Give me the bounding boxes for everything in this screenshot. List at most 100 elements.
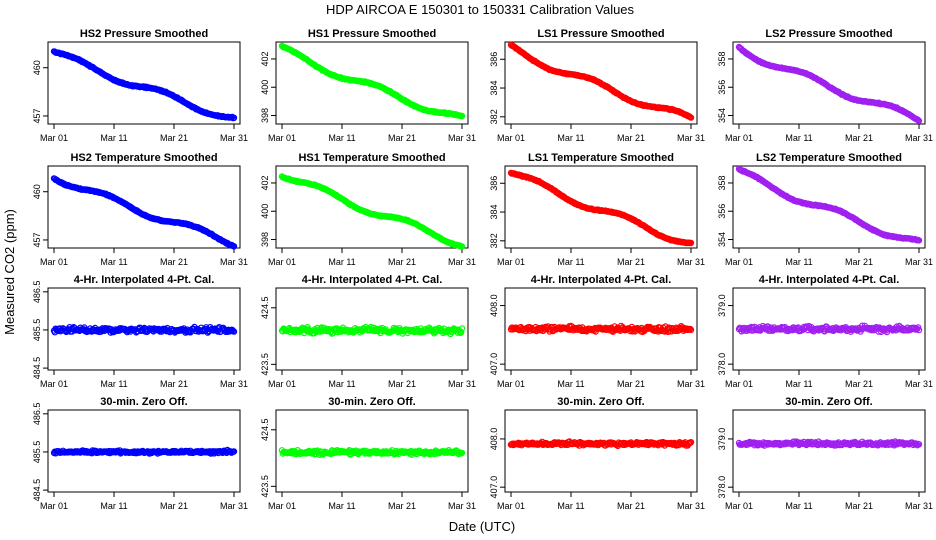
data-point	[664, 328, 672, 335]
data-point	[458, 112, 466, 120]
series-points	[735, 322, 923, 336]
x-tick-label: Mar 11	[100, 133, 127, 143]
panel-3-3: 30-min. Zero Off. 378.0 379.0 Mar 01 Mar 11 M…	[717, 396, 933, 511]
panel-1-3: LS2 Temperature Smoothed 354 356 358 Mar 01 M…	[717, 152, 933, 267]
series-points	[507, 41, 695, 121]
panel-1-1: HS1 Temperature Smoothed 398 400 402 Mar 01 M…	[260, 152, 476, 267]
panel-title: 4-Hr. Interpolated 4-Pt. Cal.	[74, 274, 215, 286]
data-point	[915, 237, 923, 244]
y-tick-label: 457	[32, 108, 42, 123]
y-axis-label: Measured CO2 (ppm)	[2, 209, 17, 335]
data-point	[230, 448, 238, 455]
plot-frame	[275, 165, 469, 249]
data-point	[230, 328, 238, 335]
data-point	[229, 326, 236, 334]
y-tick-label: 402	[260, 175, 270, 190]
panel-2-2: 4-Hr. Interpolated 4-Pt. Cal. 407.0 408.0 M…	[489, 274, 705, 389]
x-tick-label: Mar 21	[617, 257, 645, 267]
y-tick-label: 378.0	[717, 353, 727, 376]
x-tick-label: Mar 01	[725, 133, 753, 143]
x-tick-label: Mar 01	[497, 501, 525, 511]
panel-title: LS1 Pressure Smoothed	[537, 28, 664, 40]
y-tick-label: 424.5	[260, 419, 270, 442]
panel-0-1: HS1 Pressure Smoothed 398 400 402 Mar 01 Mar …	[260, 28, 476, 143]
plot-frame	[47, 409, 241, 493]
data-point	[458, 328, 465, 336]
series-points	[50, 48, 238, 122]
x-tick-label: Mar 21	[160, 257, 188, 267]
x-tick-label: Mar 31	[220, 379, 248, 389]
x-tick-label: Mar 21	[617, 501, 645, 511]
y-tick-label: 382	[489, 233, 499, 248]
plot-frame	[504, 165, 698, 249]
y-tick-label: 408.0	[489, 294, 499, 317]
y-tick-label: 423.5	[260, 353, 270, 376]
x-tick-label: Mar 21	[388, 379, 416, 389]
y-tick-label: 356	[717, 80, 727, 95]
y-tick-label: 384	[489, 81, 499, 96]
panel-title: 4-Hr. Interpolated 4-Pt. Cal.	[302, 274, 443, 286]
plot-frame	[504, 287, 698, 371]
x-tick-label: Mar 01	[40, 379, 68, 389]
x-tick-label: Mar 01	[725, 379, 753, 389]
x-tick-label: Mar 31	[220, 257, 248, 267]
x-axis-label: Date (UTC)	[449, 519, 515, 534]
x-tick-label: Mar 01	[268, 257, 296, 267]
x-tick-label: Mar 11	[785, 257, 812, 267]
series-points	[278, 42, 466, 120]
figure-title: HDP AIRCOA E 150301 to 150331 Calibratio…	[326, 2, 635, 17]
series-points	[507, 438, 695, 450]
x-tick-label: Mar 31	[677, 379, 705, 389]
x-tick-label: Mar 11	[100, 257, 127, 267]
x-tick-label: Mar 31	[677, 257, 705, 267]
panel-2-3: 4-Hr. Interpolated 4-Pt. Cal. 378.0 379.0 M…	[717, 274, 933, 389]
data-point	[458, 325, 466, 332]
plot-frame	[47, 165, 241, 249]
panel-title: 30-min. Zero Off.	[785, 396, 872, 408]
y-tick-label: 354	[717, 108, 727, 123]
x-tick-label: Mar 01	[497, 133, 525, 143]
x-tick-label: Mar 31	[448, 379, 476, 389]
data-point	[915, 326, 923, 334]
x-tick-label: Mar 21	[388, 501, 416, 511]
x-tick-label: Mar 31	[905, 379, 933, 389]
panel-0-2: LS1 Pressure Smoothed 382 384 386 Mar 01 Mar …	[489, 28, 705, 143]
panel-title: LS2 Temperature Smoothed	[756, 152, 902, 164]
y-tick-label: 384	[489, 205, 499, 220]
panel-title: HS2 Temperature Smoothed	[70, 152, 217, 164]
x-tick-label: Mar 31	[905, 257, 933, 267]
x-tick-label: Mar 01	[497, 257, 525, 267]
x-tick-label: Mar 01	[40, 257, 68, 267]
x-tick-label: Mar 11	[100, 501, 127, 511]
data-point	[915, 117, 923, 125]
y-tick-label: 358	[717, 51, 727, 66]
y-tick-label: 354	[717, 232, 727, 247]
x-tick-label: Mar 01	[40, 133, 68, 143]
x-tick-label: Mar 01	[268, 501, 296, 511]
panel-1-2: LS1 Temperature Smoothed 382 384 386 Mar 01 M…	[489, 152, 705, 267]
panel-title: HS2 Pressure Smoothed	[80, 28, 208, 40]
y-tick-label: 386	[489, 176, 499, 191]
panel-1-0: HS2 Temperature Smoothed 457 460 Mar 01 Mar …	[32, 152, 248, 267]
y-tick-label: 400	[260, 80, 270, 95]
plot-frame	[275, 287, 469, 371]
plot-frame	[732, 409, 926, 493]
plot-frame	[47, 287, 241, 371]
x-tick-label: Mar 31	[905, 133, 933, 143]
panel-title: 30-min. Zero Off.	[100, 396, 187, 408]
data-point	[230, 114, 238, 122]
panel-title: 30-min. Zero Off.	[557, 396, 644, 408]
x-tick-label: Mar 31	[220, 501, 248, 511]
y-tick-label: 460	[32, 60, 42, 75]
x-tick-label: Mar 11	[328, 133, 355, 143]
series-points	[50, 175, 238, 250]
y-tick-label: 379.0	[717, 294, 727, 317]
series-points	[278, 323, 466, 338]
x-tick-label: Mar 21	[845, 379, 873, 389]
x-tick-label: Mar 31	[677, 501, 705, 511]
x-tick-label: Mar 31	[677, 133, 705, 143]
data-point	[458, 243, 466, 250]
series-points	[50, 446, 238, 457]
plot-frame	[504, 41, 698, 125]
series-points	[735, 43, 923, 125]
